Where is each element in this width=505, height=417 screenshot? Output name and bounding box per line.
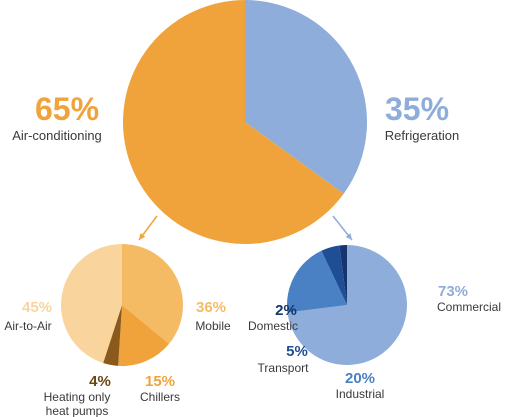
category-label-domestic: Domestic <box>248 319 298 333</box>
label-refrigeration: 35%Refrigeration <box>385 91 459 143</box>
category-label-refrigeration: Refrigeration <box>385 128 459 143</box>
label-commercial: 73%Commercial <box>437 283 501 314</box>
pie-slice-commercial <box>287 245 407 365</box>
pie-slice-chillers <box>118 305 169 367</box>
label-transport: 5%Transport <box>258 343 310 375</box>
slice-labels: 65%Air-conditioning 35%Refrigeration 36% Mo… <box>4 91 501 417</box>
label-chillers: 15%Chillers <box>140 373 180 404</box>
value-label-commercial: 73% <box>438 283 468 300</box>
value-label-mobile: 36% <box>196 299 226 316</box>
label-air-conditioning: 65%Air-conditioning <box>12 91 102 143</box>
value-label-chillers: 15% <box>145 373 175 390</box>
label-domestic: 2%Domestic <box>248 302 298 333</box>
main-pie <box>123 0 367 244</box>
category-label-chillers: Chillers <box>140 390 180 404</box>
label-mobile: 36% Mobile <box>195 299 231 333</box>
connector-arrows <box>138 215 353 241</box>
label-air-to-air: 45% Air-to-Air <box>4 299 52 333</box>
pie-slice-industrial <box>286 250 347 313</box>
value-label-air-conditioning: 65% <box>35 91 99 127</box>
refrigeration-breakdown-pie <box>286 245 407 365</box>
category-label-mobile: Mobile <box>195 319 231 333</box>
category-label-air-to-air: Air-to-Air <box>4 319 51 333</box>
category-label-commercial: Commercial <box>437 300 501 314</box>
pie-slice-transport <box>321 245 347 305</box>
pie-slice-air-conditioning <box>123 0 344 244</box>
category-label-heating-only-heat-pumps-line2: heat pumps <box>46 404 109 417</box>
value-label-transport: 5% <box>286 343 308 360</box>
value-label-refrigeration: 35% <box>385 91 449 127</box>
value-label-heating-only-heat-pumps: 4% <box>89 373 111 390</box>
pie-slice-heating-only-heat-pumps <box>103 305 122 366</box>
category-label-heating-only-heat-pumps-line1: Heating only <box>44 390 111 404</box>
label-industrial: 20%Industrial <box>336 370 385 401</box>
category-label-air-conditioning: Air-conditioning <box>12 128 102 143</box>
pie-slice-refrigeration <box>245 0 367 194</box>
value-label-air-to-air: 45% <box>22 299 52 316</box>
pie-slice-domestic <box>339 245 347 305</box>
category-label-transport: Transport <box>258 361 310 375</box>
air-conditioning-breakdown-pie <box>61 244 183 367</box>
connector-arrow-right <box>332 215 353 241</box>
value-label-domestic: 2% <box>275 302 297 319</box>
pie-slice-air-to-air <box>61 244 122 364</box>
pie-slice-mobile <box>122 244 183 344</box>
connector-arrow-left <box>138 215 158 241</box>
value-label-industrial: 20% <box>345 370 375 387</box>
category-label-industrial: Industrial <box>336 387 385 401</box>
